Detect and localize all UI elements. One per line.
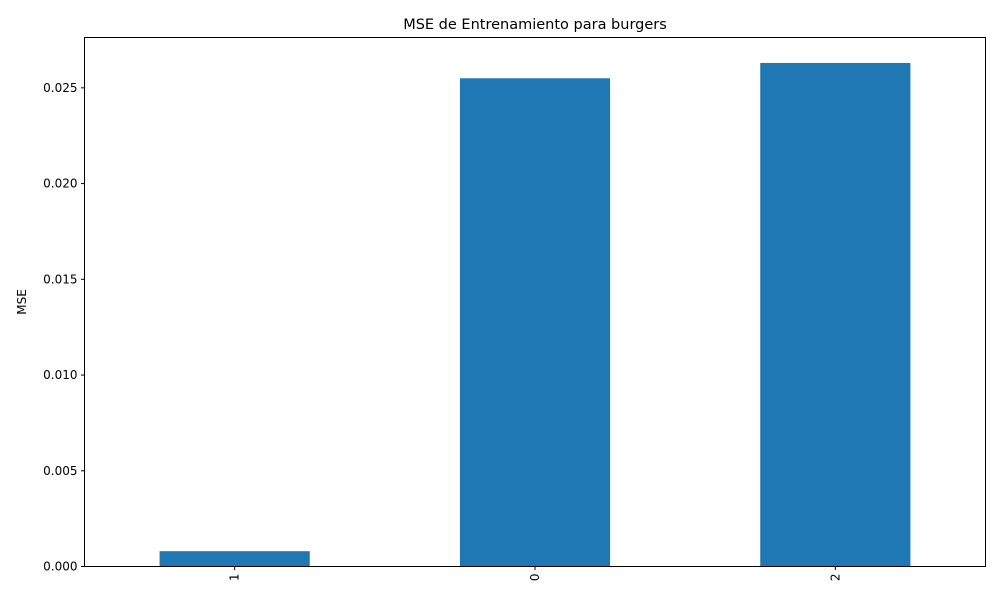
chart-title: MSE de Entrenamiento para burgers (403, 17, 667, 33)
y-tick-label: 0.010 (43, 368, 77, 382)
bar-0 (459, 78, 611, 567)
y-axis-label: MSE (15, 289, 29, 315)
y-axis-ticks: 0.000 0.005 0.010 0.015 0.020 0.025 (43, 81, 85, 574)
x-tick-label: 0 (528, 574, 542, 582)
bars-group (159, 62, 911, 567)
y-tick-label: 0.000 (43, 560, 77, 574)
x-tick-label: 2 (828, 574, 842, 582)
y-tick-label: 0.025 (43, 81, 77, 95)
y-tick-label: 0.015 (43, 272, 77, 286)
x-axis-ticks: 1 0 2 (228, 566, 842, 582)
plot-frame (84, 37, 986, 567)
y-tick-label: 0.005 (43, 464, 77, 478)
x-tick-label: 1 (228, 574, 242, 582)
bar-1 (159, 551, 310, 567)
bar-2 (760, 62, 911, 567)
y-tick-label: 0.020 (43, 177, 77, 191)
